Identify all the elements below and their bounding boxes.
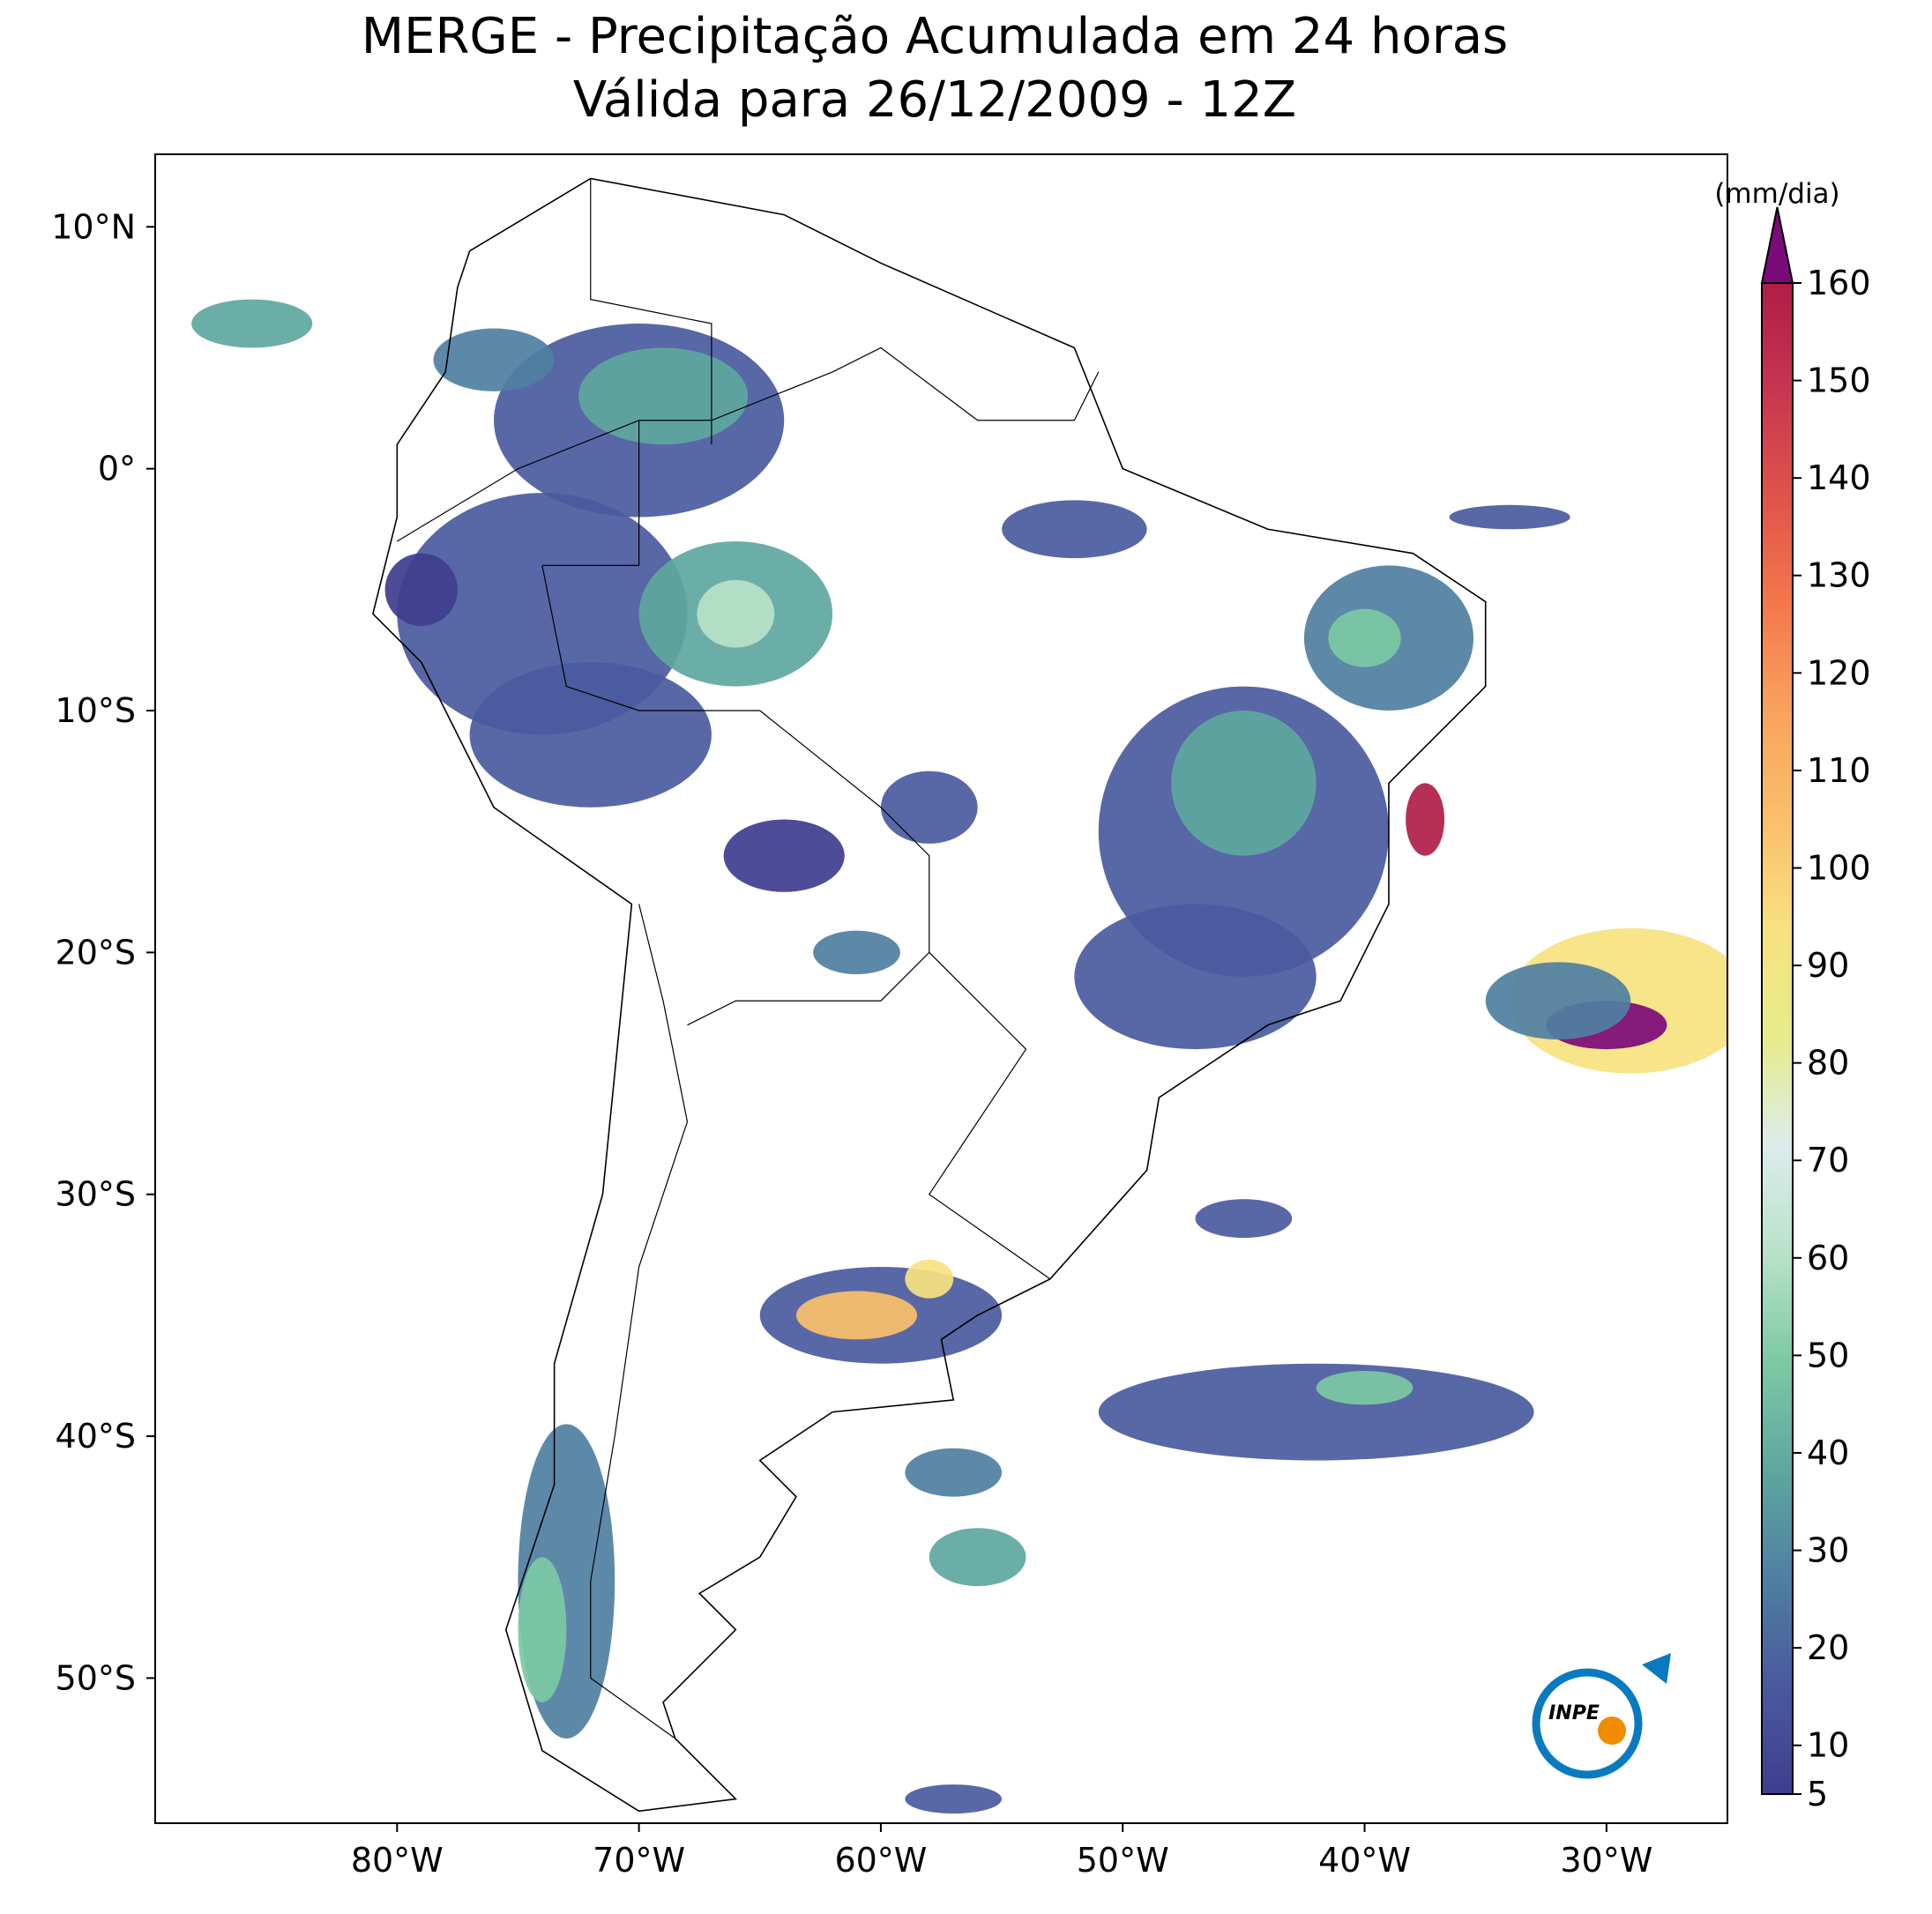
map-content <box>191 177 1727 1814</box>
logo-arrow <box>1642 1653 1671 1684</box>
country-border <box>396 420 639 542</box>
colorbar-tick-label: 90 <box>1807 946 1849 985</box>
colorbar-tick-label: 120 <box>1807 653 1871 692</box>
map-frame <box>154 153 1728 1824</box>
colorbar-tick-label: 70 <box>1807 1141 1849 1180</box>
precipitation-area <box>929 1528 1026 1587</box>
colorbar-tick-label: 30 <box>1807 1531 1849 1570</box>
colorbar-tick-label: 40 <box>1807 1434 1849 1472</box>
y-tick-label: 40°S <box>56 1417 136 1456</box>
colorbar-tick-label: 130 <box>1807 556 1871 595</box>
x-tick-label: 40°W <box>1318 1841 1411 1880</box>
precipitation-area <box>433 328 555 391</box>
map-title: MERGE - Precipitação Acumulada em 24 hor… <box>362 8 1508 65</box>
logo-ring <box>1532 1668 1643 1779</box>
y-tick-label: 20°S <box>56 933 136 972</box>
precipitation-area <box>1195 1199 1293 1239</box>
precipitation-area <box>1485 962 1631 1040</box>
precipitation-area <box>723 819 845 892</box>
colorbar-tick-label: 80 <box>1807 1044 1849 1083</box>
coastline <box>371 177 1487 1813</box>
colorbar-tick-label: 140 <box>1807 458 1871 497</box>
logo-text: INPE <box>1548 1702 1600 1724</box>
precipitation-area <box>1449 504 1570 530</box>
colorbar-tick-label: 50 <box>1807 1336 1849 1374</box>
precipitation-area <box>1316 1370 1414 1405</box>
colorbar-tick-label: 110 <box>1807 751 1871 790</box>
y-tick-label: 10°S <box>56 691 136 730</box>
colorbar-tick-label: 60 <box>1807 1239 1849 1277</box>
country-border <box>541 346 1100 566</box>
precipitation-area <box>1328 608 1401 667</box>
colorbar-tick-label: 10 <box>1807 1726 1849 1765</box>
precipitation-area <box>813 930 900 975</box>
x-tick-label: 70°W <box>593 1841 685 1880</box>
precipitation-area <box>518 1557 567 1702</box>
colorbar-tick-label: 5 <box>1807 1775 1828 1813</box>
country-border <box>687 951 930 1026</box>
x-tick-label: 30°W <box>1560 1841 1652 1880</box>
precipitation-area <box>384 553 458 626</box>
logo-dot <box>1598 1717 1626 1745</box>
inpe-logo: INPE <box>1532 1653 1671 1779</box>
x-tick-label: 50°W <box>1077 1841 1169 1880</box>
country-border <box>638 710 1051 1280</box>
precipitation-area <box>469 662 712 808</box>
colorbar-tick-label: 20 <box>1807 1628 1849 1667</box>
y-tick-label: 50°S <box>56 1658 136 1697</box>
precipitation-area <box>905 1259 954 1299</box>
map-area: INPE <box>154 153 1728 1824</box>
precipitation-area <box>795 1291 918 1340</box>
country-border <box>541 565 639 711</box>
precipitation-area <box>1098 1363 1534 1461</box>
map-subtitle: Válida para 26/12/2009 - 12Z <box>573 71 1296 129</box>
precipitation-area <box>1406 783 1445 856</box>
y-tick-label: 10°N <box>51 207 136 246</box>
colorbar-label: (mm/dia) <box>1714 178 1839 210</box>
precipitation-area <box>1171 711 1317 856</box>
x-tick-label: 60°W <box>834 1841 927 1880</box>
precipitation-area <box>1074 904 1317 1050</box>
precipitation-area <box>905 1448 1003 1497</box>
precipitation-area <box>880 771 978 844</box>
country-border <box>590 904 689 1739</box>
precipitation-area <box>905 1784 1003 1814</box>
colorbar-extend <box>1760 206 1794 284</box>
precipitation-area <box>1002 500 1147 559</box>
colorbar <box>1761 282 1794 1795</box>
colorbar-tick-label: 160 <box>1807 264 1871 302</box>
precipitation-area <box>697 579 775 648</box>
country-border <box>590 178 712 445</box>
colorbar-tick-label: 150 <box>1807 361 1871 400</box>
y-tick-label: 30°S <box>56 1175 136 1214</box>
precipitation-area <box>191 299 313 348</box>
y-tick-label: 0° <box>98 450 136 488</box>
colorbar-tick-label: 100 <box>1807 848 1871 887</box>
precipitation-area <box>578 347 749 445</box>
x-tick-label: 80°W <box>351 1841 444 1880</box>
